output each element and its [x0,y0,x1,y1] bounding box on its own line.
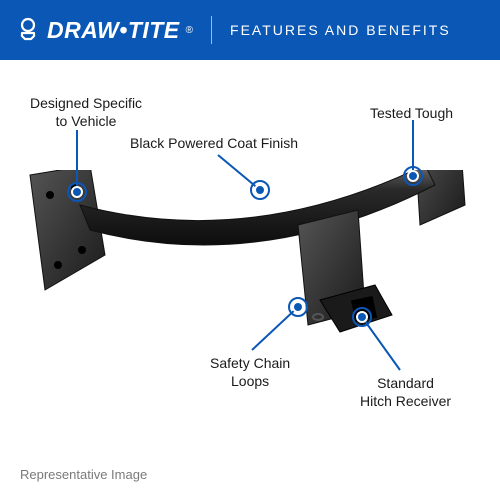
callout-coat: Black Powered Coat Finish [130,135,298,153]
callout-loops: Safety Chain Loops [210,355,290,390]
header-subtitle: FEATURES AND BENEFITS [230,22,451,38]
hitch-illustration [20,170,480,370]
diagram-area: Designed Specific to Vehicle Black Power… [0,60,500,500]
callout-receiver: Standard Hitch Receiver [360,375,451,410]
brand-logo: DRAW•TITE ® [15,17,193,44]
brand-name: DRAW•TITE [47,17,180,44]
footer-note: Representative Image [20,467,147,482]
hitch-ball-icon [15,17,41,43]
registered-mark: ® [186,25,193,36]
callout-designed: Designed Specific to Vehicle [30,95,142,130]
header-bar: DRAW•TITE ® FEATURES AND BENEFITS [0,0,500,60]
header-divider [211,16,212,44]
callout-tested: Tested Tough [370,105,453,123]
